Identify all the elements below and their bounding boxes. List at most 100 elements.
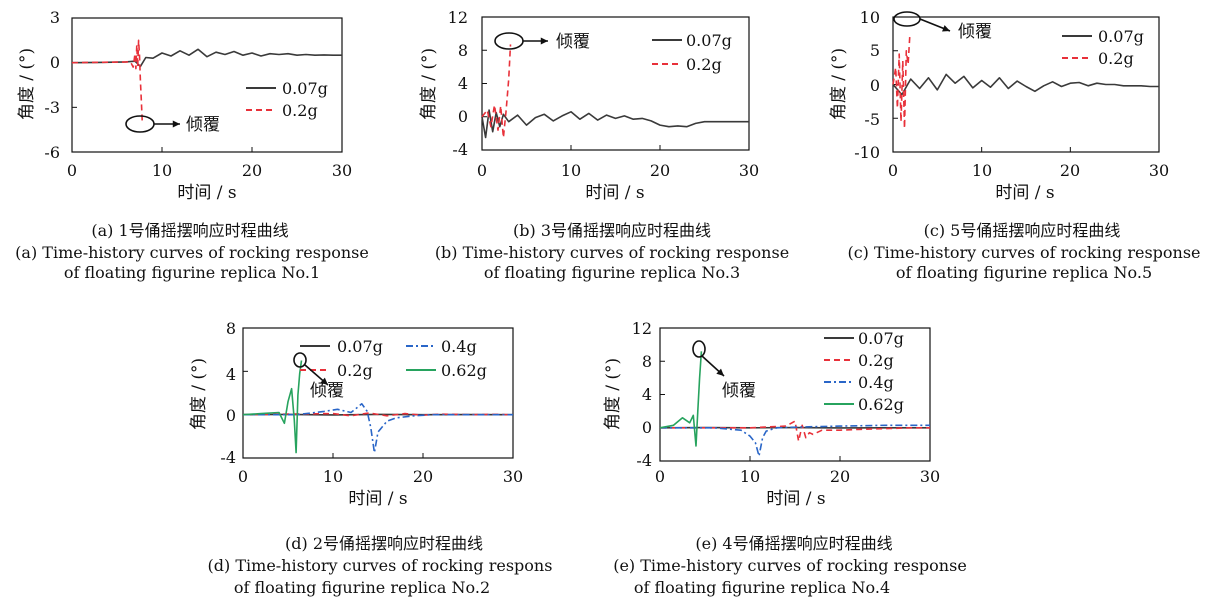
panel-d-ytick-neg4: -4 (220, 448, 236, 467)
panel-b-overturn-label: 倾覆 (556, 32, 590, 52)
panel-d-caption-zh: (d) 2号俑摇摆响应时程曲线 (285, 534, 483, 553)
panel-a-overturn-label: 倾覆 (186, 115, 220, 135)
panel-c-legend-0.2g: 0.2g (1098, 49, 1134, 68)
panel-b-plot (481, 16, 750, 151)
panel-a-plot-frame (71, 17, 343, 153)
panel-b-ylabel: 角度 / (°) (419, 48, 439, 120)
panel-d-ytick-0: 0 (226, 406, 236, 425)
panel-e-overturn-label: 倾覆 (722, 381, 756, 401)
panel-d-caption-en-2: of floating figurine replica No.2 (234, 578, 490, 597)
panel-c-ytick-neg5: -5 (864, 110, 880, 129)
panel-c-ytick-0: 0 (870, 76, 880, 95)
panel-a-plot (71, 17, 343, 153)
panel-b-xtick-20: 20 (650, 161, 670, 180)
panel-b-series-0.2g (481, 44, 512, 139)
panel-d-series-0.62g (242, 360, 303, 454)
panel-e-ytick-neg4: -4 (636, 451, 652, 470)
panel-d: 8 4 0 -4 0 10 20 30 角度 / (°) 时间 / s 0.07… (189, 319, 552, 597)
panel-e-overturn-arrowhead (716, 368, 724, 376)
panel-d-xtick-10: 10 (323, 467, 343, 486)
panel-a-caption-en-1: (a) Time-history curves of rocking respo… (15, 243, 369, 262)
panel-d-legend-0.2g: 0.2g (337, 361, 373, 380)
panel-e-ytick-0: 0 (642, 418, 652, 437)
panel-d-caption-en-1: (d) Time-history curves of rocking respo… (208, 556, 553, 575)
panel-e-xtick-30: 30 (920, 467, 940, 486)
panel-e-legend-0.62g: 0.62g (858, 395, 904, 414)
panel-d-overturn-arrowhead (320, 377, 328, 385)
panel-c-overturn-marker (893, 11, 921, 27)
panel-c: 10 5 0 -5 -10 0 10 20 30 角度 / (°) 时间 / s… (829, 8, 1201, 282)
panel-c-legend-0.07g: 0.07g (1098, 27, 1144, 46)
panel-a-overturn-marker (125, 115, 155, 133)
panel-a-caption-en-2: of floating figurine replica No.1 (64, 263, 320, 282)
panel-a-xtick-0: 0 (67, 161, 77, 180)
panel-e-caption-zh: (e) 4号俑摇摆响应时程曲线 (695, 534, 892, 553)
panel-c-caption-en-1: (c) Time-history curves of rocking respo… (847, 243, 1200, 262)
panel-a-series-0.2g (71, 39, 143, 121)
panel-b-ytick-8: 8 (458, 41, 468, 60)
panel-e-ytick-4: 4 (642, 385, 652, 404)
panel-c-series-0.07g (892, 73, 1159, 96)
panel-e-series-0.62g (659, 351, 703, 447)
panel-d-overturn-label: 倾覆 (310, 381, 344, 401)
panel-e-legend-0.4g: 0.4g (858, 373, 894, 392)
panel-b-caption-zh: (b) 3号俑摇摆响应时程曲线 (513, 221, 711, 240)
panel-a-legend-0.07g: 0.07g (282, 79, 328, 98)
panel-e-ytick-12: 12 (632, 319, 652, 338)
panel-d-series-0.2g (242, 412, 514, 417)
panel-b-legend-0.07g: 0.07g (686, 31, 732, 50)
panel-d-ylabel: 角度 / (°) (189, 358, 209, 430)
panel-d-xtick-0: 0 (238, 467, 248, 486)
panel-e-xtick-20: 20 (830, 467, 850, 486)
panel-a-ytick-neg6: -6 (44, 143, 60, 162)
panel-a-ytick-3: 3 (50, 8, 60, 27)
panel-b-xtick-10: 10 (561, 161, 581, 180)
panel-b-ytick-0: 0 (458, 107, 468, 126)
panel-a-overturn-arrowhead (172, 120, 180, 128)
panel-e-plot (659, 327, 931, 462)
panel-d-legend-0.4g: 0.4g (441, 337, 477, 356)
panel-c-ytick-10: 10 (860, 8, 880, 27)
panel-c-xlabel: 时间 / s (995, 183, 1054, 203)
panel-c-series-0.2g (892, 35, 911, 130)
panel-e-xtick-10: 10 (740, 467, 760, 486)
panel-c-caption-zh: (c) 5号俑摇摆响应时程曲线 (924, 221, 1121, 240)
panel-e: 12 8 4 0 -4 0 10 20 30 角度 / (°) 时间 / s 0… (603, 319, 967, 597)
panel-a-ytick-neg3: -3 (44, 98, 60, 117)
panel-b: 12 8 4 0 -4 0 10 20 30 角度 / (°) 时间 / s 0… (419, 8, 789, 282)
panel-d-xtick-30: 30 (503, 467, 523, 486)
panel-c-overturn-label: 倾覆 (958, 22, 992, 42)
panel-a-ytick-0: 0 (50, 53, 60, 72)
panel-b-xtick-0: 0 (477, 161, 487, 180)
panel-e-series-0.4g (660, 424, 930, 457)
panel-e-series-0.2g (660, 420, 930, 442)
panel-b-overturn-marker (494, 32, 524, 50)
panel-b-legend-0.2g: 0.2g (686, 55, 722, 74)
panel-e-caption-en-1: (e) Time-history curves of rocking respo… (613, 556, 967, 575)
panel-c-overturn-arrowhead (942, 25, 950, 32)
panel-d-xlabel: 时间 / s (348, 489, 407, 509)
panel-c-xtick-0: 0 (888, 161, 898, 180)
panel-b-ytick-neg4: -4 (452, 140, 468, 159)
panel-c-caption-en-2: of floating figurine replica No.5 (896, 263, 1152, 282)
panel-b-ytick-4: 4 (458, 74, 468, 93)
panel-e-ytick-8: 8 (642, 352, 652, 371)
panel-d-series-0.4g (243, 402, 513, 454)
panel-c-xtick-10: 10 (972, 161, 992, 180)
panel-e-xlabel: 时间 / s (766, 489, 825, 509)
panel-e-xtick-0: 0 (655, 467, 665, 486)
panel-c-xtick-20: 20 (1060, 161, 1080, 180)
panel-d-legend-0.62g: 0.62g (441, 361, 487, 380)
panel-e-legend-0.2g: 0.2g (858, 351, 894, 370)
panel-c-ylabel: 角度 / (°) (829, 48, 849, 120)
panel-c-ytick-neg10: -10 (854, 143, 880, 162)
panel-a-series-0.07g (71, 48, 342, 68)
panel-d-ytick-4: 4 (226, 365, 236, 384)
panel-a: 3 0 -3 -6 0 10 20 30 角度 / (°) 时间 / s 0.0… (15, 8, 369, 282)
panel-a-xtick-20: 20 (242, 161, 262, 180)
panel-a-ylabel: 角度 / (°) (17, 48, 37, 120)
panel-b-caption-en-2: of floating figurine replica No.3 (484, 263, 740, 282)
panel-a-xtick-10: 10 (152, 161, 172, 180)
panel-b-caption-en-1: (b) Time-history curves of rocking respo… (435, 243, 789, 262)
